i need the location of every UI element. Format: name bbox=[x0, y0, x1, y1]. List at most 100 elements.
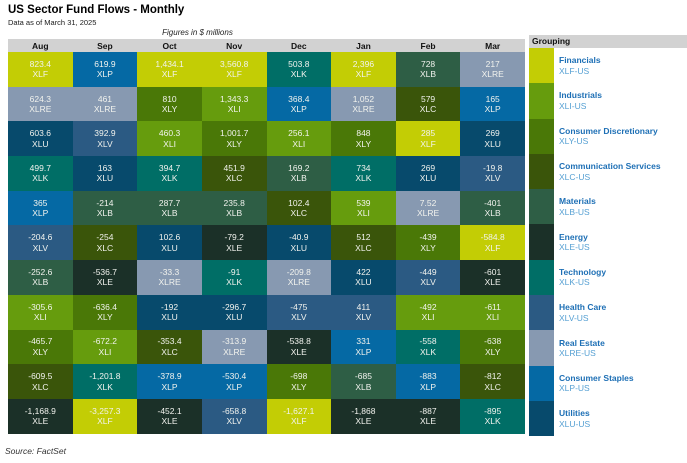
heatmap-cell: 3,560.8 XLF bbox=[201, 52, 267, 87]
legend-item-xlv: Health Care XLV-US bbox=[529, 295, 687, 331]
legend-label: Communication Services XLC-US bbox=[559, 154, 661, 189]
cell-value: -698 bbox=[290, 371, 308, 382]
heatmap-cell: 331 XLP bbox=[331, 329, 396, 365]
cell-value: -812 bbox=[484, 371, 502, 382]
cell-value: -449 bbox=[419, 266, 437, 277]
cell-ticker: XLC bbox=[96, 242, 114, 253]
legend-swatch bbox=[529, 48, 554, 84]
cell-value: 539 bbox=[356, 197, 371, 208]
cell-ticker: XLK bbox=[161, 173, 178, 184]
cell-value: -353.4 bbox=[157, 336, 182, 347]
cell-ticker: XLP bbox=[290, 104, 307, 115]
cell-value: 619.9 bbox=[94, 58, 116, 69]
heatmap-cell: 2,396 XLF bbox=[331, 52, 396, 87]
cell-ticker: XLY bbox=[355, 138, 372, 149]
cell-value: -887 bbox=[419, 405, 437, 416]
cell-ticker: XLK bbox=[420, 346, 437, 357]
cell-ticker: XLE bbox=[355, 416, 372, 427]
heatmap-cell: -492 XLI bbox=[395, 294, 461, 330]
cell-value: -3,257.3 bbox=[89, 405, 121, 416]
cell-ticker: XLP bbox=[32, 208, 49, 219]
cell-ticker: XLU bbox=[419, 173, 437, 184]
cell-ticker: XLU bbox=[161, 312, 178, 323]
legend-items: Financials XLF-US Industrials XLI-US Consume… bbox=[529, 48, 687, 437]
heatmap-cell: -439 XLY bbox=[395, 225, 461, 261]
cell-value: 285 bbox=[420, 128, 436, 139]
heatmap-cell: 394.7 XLK bbox=[137, 156, 202, 191]
cell-value: -685 bbox=[354, 371, 372, 382]
heatmap-cell: -638 XLY bbox=[460, 329, 525, 365]
cell-value: -609.5 bbox=[28, 371, 53, 382]
cell-value: -584.8 bbox=[480, 232, 505, 243]
legend-sector-name: Industrials bbox=[559, 90, 602, 101]
cell-value: 499.7 bbox=[29, 162, 51, 173]
heatmap-cell: 579 XLC bbox=[395, 86, 461, 122]
legend-swatch bbox=[529, 118, 554, 154]
cell-value: -313.9 bbox=[222, 336, 247, 347]
cell-ticker: XLY bbox=[291, 381, 307, 392]
legend-sector-name: Consumer Discretionary bbox=[559, 125, 658, 136]
cell-ticker: XLK bbox=[290, 69, 307, 80]
cell-ticker: XLF bbox=[484, 242, 501, 253]
cell-value: -558 bbox=[419, 336, 437, 347]
cell-value: -530.4 bbox=[222, 371, 247, 382]
cell-ticker: XLC bbox=[32, 381, 49, 392]
cell-ticker: XLRE bbox=[223, 346, 246, 357]
cell-ticker: XLY bbox=[420, 242, 436, 253]
cell-value: -465.7 bbox=[28, 336, 53, 347]
heatmap-cell: 499.7 XLK bbox=[8, 156, 73, 191]
cell-value: -305.6 bbox=[28, 301, 53, 312]
heatmap-cell: 503.8 XLK bbox=[266, 52, 332, 87]
cell-ticker: XLV bbox=[97, 138, 113, 149]
legend-item-xlc: Communication Services XLC-US bbox=[529, 153, 687, 190]
cell-ticker: XLV bbox=[32, 242, 49, 253]
cell-ticker: XLY bbox=[97, 312, 113, 323]
cell-value: 102.6 bbox=[158, 232, 181, 243]
legend-item-xlk: Technology XLK-US bbox=[529, 259, 687, 296]
cell-value: 411 bbox=[356, 301, 371, 312]
column-header-aug: Aug bbox=[32, 40, 49, 51]
legend-sector-name: Energy bbox=[559, 231, 588, 242]
cell-value: 102.4 bbox=[288, 197, 310, 208]
legend-sector-ticker: XLU-US bbox=[559, 418, 591, 429]
cell-ticker: XLF bbox=[355, 69, 372, 80]
heatmap-cell: -530.4 XLP bbox=[201, 364, 267, 399]
cell-value: -1,168.9 bbox=[24, 405, 56, 416]
heatmap-cell: -252.6 XLB bbox=[8, 260, 73, 295]
cell-value: -883 bbox=[419, 371, 437, 382]
cell-ticker: XLRE bbox=[287, 277, 310, 288]
cell-value: -439 bbox=[419, 232, 437, 243]
cell-ticker: XLB bbox=[161, 208, 178, 219]
cell-value: -611 bbox=[484, 301, 501, 312]
legend-swatch bbox=[529, 153, 554, 190]
cell-value: 624.3 bbox=[29, 93, 51, 104]
cell-ticker: XLF bbox=[32, 69, 49, 80]
cell-value: 269 bbox=[485, 128, 500, 139]
column-header-dec: Dec bbox=[291, 40, 307, 51]
heatmap-cell: -353.4 XLC bbox=[137, 329, 202, 365]
cell-value: -401 bbox=[484, 197, 502, 208]
legend-sector-ticker: XLB-US bbox=[559, 206, 590, 217]
heatmap-cell: 235.8 XLB bbox=[201, 190, 267, 226]
heatmap-cell: -214 XLB bbox=[72, 190, 138, 226]
legend-sector-name: Consumer Staples bbox=[559, 372, 634, 383]
cell-value: -452.1 bbox=[157, 405, 182, 416]
cell-ticker: XLI bbox=[292, 138, 306, 149]
units-note: Figures in $ millions bbox=[162, 28, 233, 37]
cell-ticker: XLE bbox=[484, 277, 501, 288]
legend-swatch bbox=[529, 365, 554, 401]
cell-ticker: XLV bbox=[355, 312, 372, 323]
legend-label: Utilities XLU-US bbox=[559, 401, 590, 436]
heatmap-cell: 102.6 XLU bbox=[137, 225, 202, 261]
cell-ticker: XLU bbox=[355, 277, 372, 288]
legend-label: Consumer Discretionary XLY-US bbox=[559, 119, 658, 154]
legend-swatch bbox=[529, 224, 554, 260]
cell-value: 235.8 bbox=[223, 197, 245, 208]
legend-title: Grouping bbox=[529, 35, 687, 48]
cell-value: -254 bbox=[96, 232, 114, 243]
heatmap-cell: 422 XLU bbox=[331, 260, 396, 295]
legend-item-xlre: Real Estate XLRE-US bbox=[529, 330, 687, 366]
column-header-nov: Nov bbox=[226, 40, 243, 51]
cell-ticker: XLF bbox=[291, 416, 307, 427]
